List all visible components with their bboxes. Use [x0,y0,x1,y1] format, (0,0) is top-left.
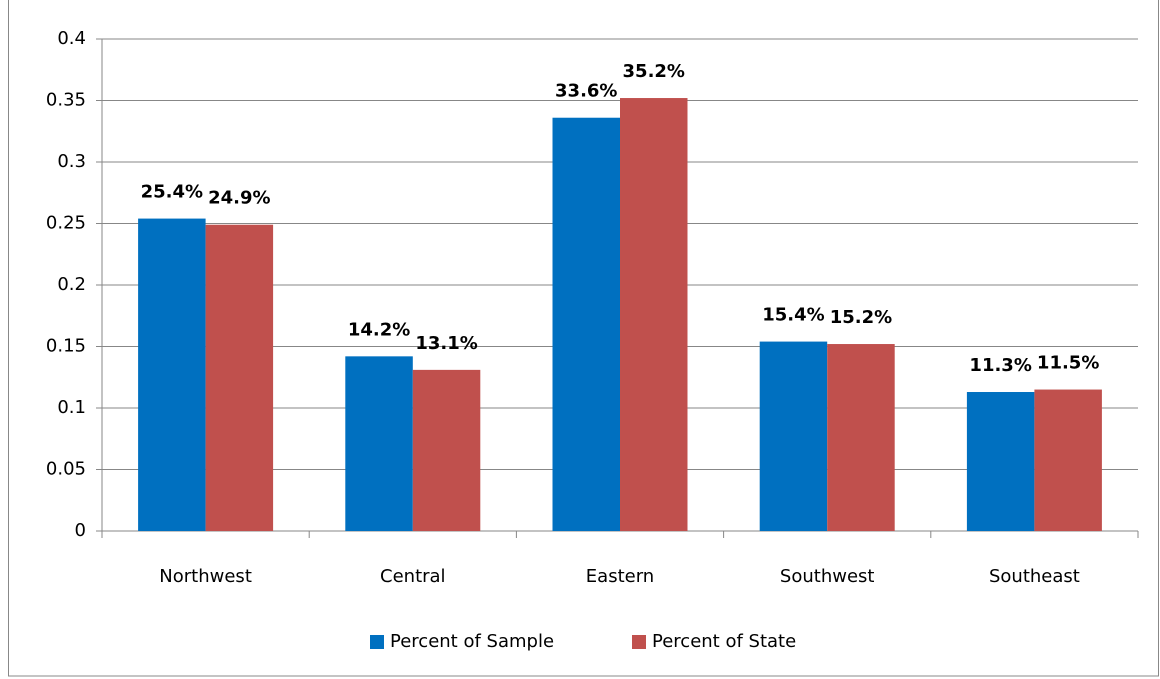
x-tick-label: Northwest [159,566,252,587]
x-tick-label: Southeast [989,566,1080,587]
value-label: 33.6% [555,81,617,102]
value-label: 24.9% [208,188,270,209]
x-tick-label: Eastern [586,566,654,587]
legend-label: Percent of Sample [390,631,554,652]
y-tick-label: 0.4 [57,28,86,49]
y-tick-label: 0.2 [57,274,86,295]
bar [827,344,895,531]
x-tick-label: Central [380,566,446,587]
value-label: 11.5% [1037,353,1099,374]
y-tick-label: 0.25 [46,213,86,234]
value-label: 15.4% [762,305,824,326]
value-label: 13.1% [415,333,477,354]
value-label: 14.2% [348,319,410,340]
legend-swatch [370,635,384,649]
x-tick-label: Southwest [780,566,875,587]
y-tick-label: 0 [75,520,86,541]
bar [138,218,206,531]
y-tick-label: 0.35 [46,90,86,111]
bar [620,98,688,531]
value-label: 25.4% [141,182,203,203]
bar [966,392,1035,531]
y-tick-label: 0.3 [57,151,86,172]
y-tick-label: 0.05 [46,459,86,480]
legend-label: Percent of State [652,631,796,652]
bar [412,369,481,531]
y-tick-label: 0.1 [57,397,86,418]
value-label: 35.2% [623,61,685,82]
bar [552,117,620,531]
legend-swatch [632,635,646,649]
bar [345,356,413,531]
bar [759,341,828,531]
bar [205,224,274,532]
bar [1034,389,1102,531]
value-label: 11.3% [969,355,1031,376]
y-tick-label: 0.15 [46,336,86,357]
value-label: 15.2% [830,307,892,328]
